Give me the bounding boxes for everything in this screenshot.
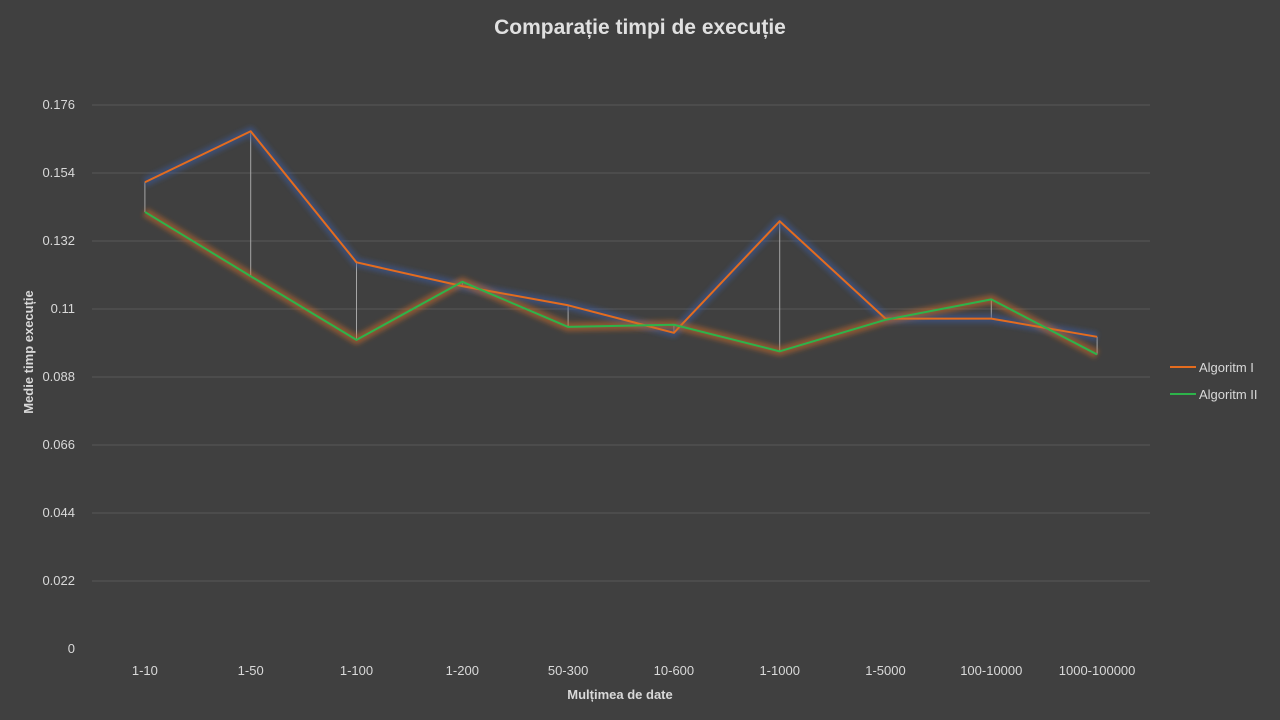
legend-label: Algoritm I [1199, 360, 1254, 375]
x-tick-label: 50-300 [548, 663, 588, 678]
y-axis-title: Medie timp execuție [21, 290, 36, 414]
chart-title: Comparație timpi de execuție [494, 16, 786, 39]
x-tick-label: 10-600 [654, 663, 694, 678]
y-tick-label: 0.132 [42, 233, 75, 248]
legend-label: Algoritm II [1199, 387, 1258, 402]
x-axis-ticks: 1-10 1-50 1-100 1-200 50-300 10-600 1-1000 1-50… [132, 663, 1136, 678]
x-tick-label: 1-100 [340, 663, 373, 678]
y-tick-label: 0.11 [51, 301, 75, 316]
y-tick-label: 0 [68, 641, 75, 656]
legend: Algoritm I Algoritm II [1170, 360, 1258, 402]
x-tick-label: 1-10 [132, 663, 158, 678]
y-tick-label: 0.088 [42, 369, 75, 384]
series-lines [142, 126, 1100, 359]
y-tick-label: 0.154 [42, 165, 75, 180]
y-tick-label: 0.022 [42, 573, 75, 588]
y-tick-label: 0.044 [42, 505, 75, 520]
y-axis-ticks: 0 0.022 0.044 0.066 0.088 0.11 0.132 0.154 0.176 [42, 97, 75, 656]
series-glow-2 [142, 208, 1100, 359]
x-axis-title: Mulțimea de date [567, 687, 672, 702]
y-tick-label: 0.176 [42, 97, 75, 112]
series-line-1 [144, 130, 1098, 338]
x-tick-label: 1-5000 [865, 663, 905, 678]
x-tick-label: 1-50 [238, 663, 264, 678]
series-line-2 [144, 211, 1098, 356]
x-tick-label: 1-200 [446, 663, 479, 678]
x-tick-label: 1-1000 [759, 663, 799, 678]
x-tick-label: 100-10000 [960, 663, 1022, 678]
x-tick-label: 1000-100000 [1059, 663, 1136, 678]
y-tick-label: 0.066 [42, 437, 75, 452]
gridlines [92, 104, 1150, 582]
